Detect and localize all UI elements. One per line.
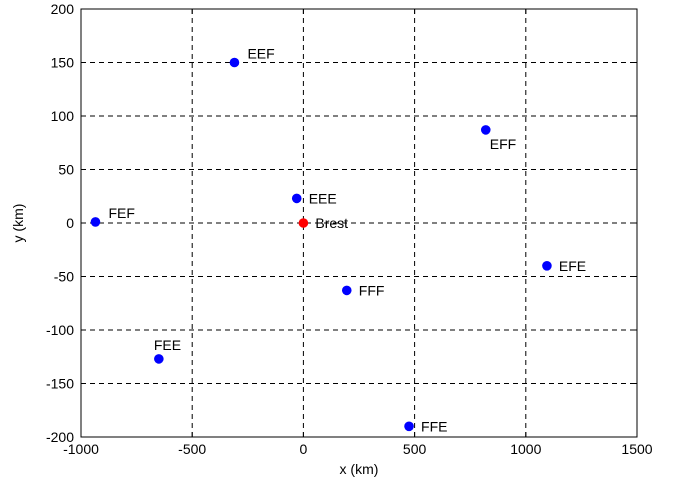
y-tick-label: 200 <box>51 1 75 17</box>
y-tick-label: 0 <box>66 215 74 231</box>
y-tick-label: -50 <box>54 269 74 285</box>
data-point-efe <box>542 261 552 271</box>
data-point-fef <box>90 217 101 227</box>
y-tick-label: -100 <box>46 322 74 338</box>
y-tick-label: 150 <box>51 55 75 71</box>
grid <box>81 9 637 437</box>
x-tick-label: 0 <box>300 441 308 457</box>
axis-ticks: -1000 -500 0 500 1000 1500-200-150-100-500501… <box>46 1 653 457</box>
y-tick-label: 100 <box>51 108 75 124</box>
x-tick-label: 1500 <box>621 441 652 457</box>
y-tick-label: 50 <box>58 162 74 178</box>
point-label-fff: FFF <box>359 282 385 298</box>
x-tick-label: 1000 <box>510 441 541 457</box>
data-point-eee <box>291 193 302 204</box>
data-point-fff <box>341 285 352 296</box>
point-label-efe: EFE <box>559 258 586 274</box>
point-label-eef: EEF <box>247 46 274 62</box>
point-label-brest: Brest <box>315 215 348 231</box>
y-axis-title: y (km) <box>10 204 26 243</box>
x-axis-title: x (km) <box>340 461 379 477</box>
data-points: EEF EFF EEE Brest FEF EFE FFF FEE FFE <box>90 46 586 434</box>
data-point-brest <box>298 218 309 228</box>
data-point-fee <box>154 354 164 364</box>
data-point-ffe <box>404 421 414 432</box>
y-tick-label: -150 <box>46 376 74 392</box>
y-tick-label: -200 <box>46 429 74 445</box>
data-point-eff <box>480 125 491 135</box>
x-tick-label: -500 <box>178 441 206 457</box>
x-tick-label: -1000 <box>63 441 99 457</box>
data-point-eef <box>229 57 240 68</box>
point-label-eee: EEE <box>309 190 337 206</box>
point-label-fef: FEF <box>108 205 134 221</box>
point-label-eff: EFF <box>490 136 516 152</box>
point-label-ffe: FFE <box>421 418 447 434</box>
x-tick-label: 500 <box>403 441 427 457</box>
point-label-fee: FEE <box>154 337 181 353</box>
